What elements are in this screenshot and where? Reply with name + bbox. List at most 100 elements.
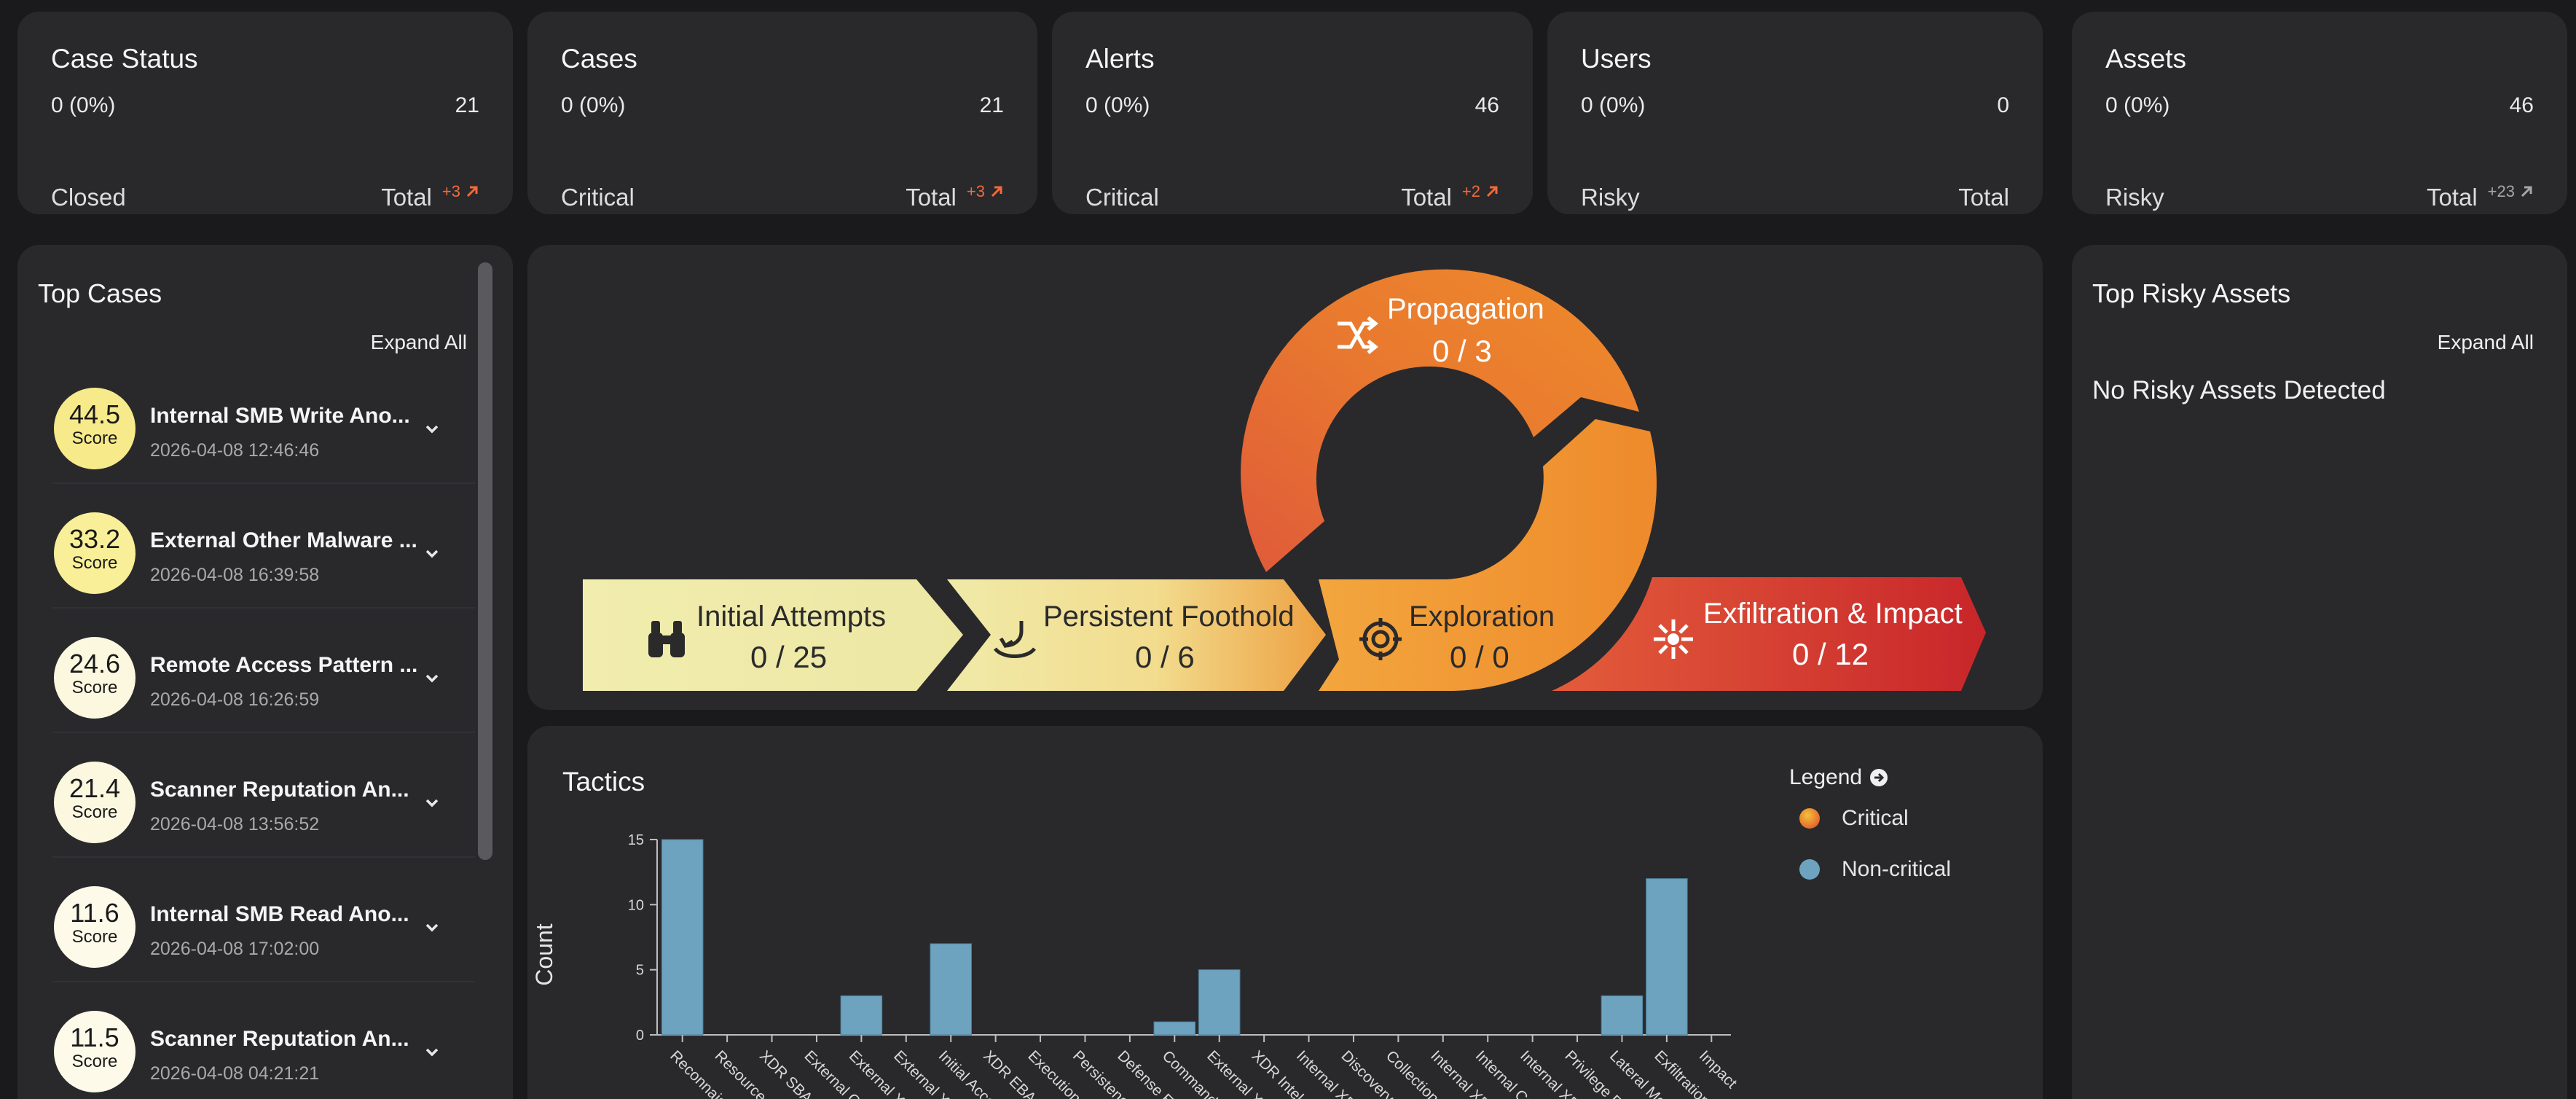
- risky-assets-expand-all-button[interactable]: Expand All: [2437, 331, 2534, 353]
- list-item[interactable]: 33.2 Score External Other Malware ... 202…: [52, 499, 475, 609]
- stat-total: Total: [1958, 184, 2009, 211]
- tactic-bar: [1153, 1021, 1196, 1036]
- stat-delta: +3: [442, 182, 479, 201]
- stat-total-label: Total: [2426, 184, 2478, 211]
- y-tick-label: 10: [628, 897, 644, 913]
- case-date: 2026-04-08 17:02:00: [150, 939, 320, 959]
- legend-dot-critical: [1799, 808, 1820, 829]
- legend-title-text: Legend: [1789, 765, 1863, 789]
- anchor-icon: [993, 621, 1037, 658]
- list-item[interactable]: 11.6 Score Internal SMB Read Ano... 2026-…: [52, 873, 475, 982]
- stat-count: 0: [1997, 93, 2009, 117]
- legend-title[interactable]: Legend: [1789, 765, 1888, 790]
- stat-delta-value: +2: [1461, 182, 1480, 200]
- score-label: Score: [71, 678, 118, 697]
- stat-delta: +2: [1462, 182, 1499, 201]
- stat-label: Closed: [51, 184, 126, 211]
- arrow-up-right-icon: [2521, 186, 2532, 197]
- score-label: Score: [71, 429, 118, 448]
- list-item[interactable]: 11.5 Score Scanner Reputation An... 2026-…: [52, 998, 475, 1099]
- score-value: 33.2: [68, 524, 121, 554]
- chevron-down-icon[interactable]: [423, 918, 441, 937]
- case-name: Remote Access Pattern ...: [150, 653, 418, 677]
- exploration-segment: [1319, 419, 1657, 692]
- exfiltration-count: 0 / 12: [1792, 637, 1869, 671]
- stat-count: 21: [455, 93, 479, 117]
- score-value: 24.6: [68, 649, 121, 678]
- score-label: Score: [71, 553, 118, 573]
- y-axis-label: Count: [531, 923, 557, 986]
- arrow-right-circle-icon[interactable]: [1869, 768, 1888, 787]
- top-cases-scrollbar[interactable]: [478, 262, 492, 860]
- score-badge: 33.2 Score: [54, 512, 136, 594]
- stat-delta-value: +3: [441, 182, 460, 200]
- score-label: Score: [71, 927, 118, 947]
- exploration-label: Exploration: [1409, 601, 1555, 633]
- case-name: Scanner Reputation An...: [150, 778, 409, 802]
- tactic-bar: [661, 839, 704, 1036]
- exfiltration-label: Exfiltration & Impact: [1703, 598, 1963, 630]
- stat-delta-value: +23: [2487, 182, 2515, 200]
- stat-delta: +23: [2488, 182, 2534, 201]
- top-cases-expand-all-button[interactable]: Expand All: [370, 331, 467, 353]
- stat-count: 21: [979, 93, 1004, 117]
- chevron-down-icon[interactable]: [423, 420, 441, 439]
- binoculars-icon: [648, 621, 685, 657]
- top-risky-assets-title: Top Risky Assets: [2092, 278, 2291, 308]
- chevron-down-icon[interactable]: [423, 1043, 441, 1062]
- exploration-count: 0 / 0: [1450, 640, 1509, 674]
- score-badge: 24.6 Score: [54, 637, 136, 719]
- tactic-bar: [1601, 995, 1644, 1036]
- stat-card-assets: Assets 0 (0%) 46 Risky Total +23: [2072, 12, 2567, 214]
- chevron-down-icon[interactable]: [423, 544, 441, 563]
- legend-item-critical[interactable]: Critical: [1799, 806, 1909, 831]
- tactic-bar: [930, 943, 972, 1036]
- arrow-up-right-icon: [466, 186, 478, 197]
- stat-count: 46: [1474, 93, 1499, 117]
- case-date: 2026-04-08 16:39:58: [150, 565, 320, 585]
- persistent-foothold-label: Persistent Foothold: [1043, 601, 1295, 633]
- case-name: Scanner Reputation An...: [150, 1027, 409, 1051]
- burst-icon: [1654, 619, 1693, 659]
- tactic-bar: [1198, 969, 1241, 1036]
- score-value: 11.5: [70, 1022, 119, 1052]
- list-item[interactable]: 24.6 Score Remote Access Pattern ... 2026…: [52, 624, 475, 733]
- chevron-down-icon[interactable]: [423, 669, 441, 688]
- stat-total: Total +2: [1401, 182, 1499, 211]
- case-name: Internal SMB Write Ano...: [150, 404, 410, 428]
- chevron-down-icon[interactable]: [423, 794, 441, 813]
- top-cases-title: Top Cases: [38, 278, 162, 308]
- tactics-panel: [527, 726, 2043, 1099]
- stat-total: Total +3: [906, 182, 1004, 211]
- stat-card-users: Users 0 (0%) 0 Risky Total: [1547, 12, 2043, 214]
- persistent-foothold-count: 0 / 6: [1135, 640, 1195, 674]
- legend-item-non-critical[interactable]: Non-critical: [1799, 857, 1951, 882]
- list-item[interactable]: 21.4 Score Scanner Reputation An... 2026-…: [52, 748, 475, 858]
- stat-percent: 0 (0%): [561, 93, 626, 117]
- attack-funnel-graphic: [583, 269, 1986, 692]
- stat-total-label: Total: [1958, 184, 2009, 211]
- stat-total: Total +23: [2426, 182, 2534, 211]
- stat-total: Total +3: [381, 182, 479, 211]
- initial-attempts-label: Initial Attempts: [696, 601, 887, 633]
- list-item[interactable]: 44.5 Score Internal SMB Write Ano... 2026…: [52, 375, 475, 484]
- stat-total-label: Total: [1401, 184, 1452, 211]
- initial-attempts-segment: [583, 579, 963, 691]
- case-name: Internal SMB Read Ano...: [150, 902, 409, 926]
- score-label: Score: [71, 1052, 118, 1071]
- stat-label: Risky: [2105, 184, 2164, 211]
- stat-label: Risky: [1581, 184, 1640, 211]
- attack-funnel-panel: Initial Attempts 0 / 25 Persistent Footh…: [527, 245, 2043, 710]
- propagation-label: Propagation: [1387, 293, 1544, 325]
- legend-label: Non-critical: [1842, 857, 1952, 881]
- case-date: 2026-04-08 04:21:21: [150, 1063, 320, 1084]
- exfiltration-segment: [1552, 577, 1986, 691]
- stat-title: Alerts: [1085, 44, 1155, 74]
- stat-card-alerts: Alerts 0 (0%) 46 Critical Total +2: [1052, 12, 1533, 214]
- stat-title: Case Status: [51, 44, 198, 74]
- tactics-title: Tactics: [562, 767, 645, 797]
- initial-attempts-count: 0 / 25: [750, 640, 828, 674]
- stat-delta: +3: [967, 182, 1004, 201]
- stat-percent: 0 (0%): [51, 93, 116, 117]
- legend-label: Critical: [1842, 806, 1909, 830]
